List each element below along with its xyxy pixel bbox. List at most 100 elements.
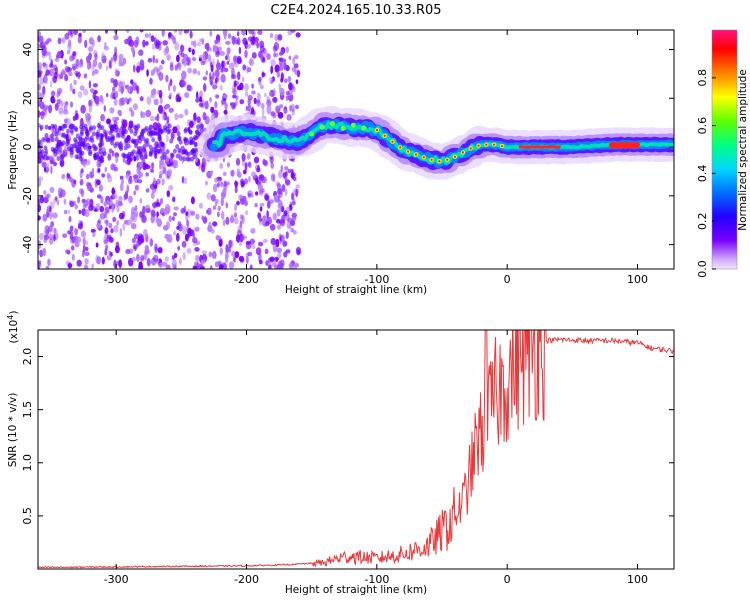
spectrogram-noise-speck: [269, 256, 275, 262]
spectrogram-noise-speck: [62, 233, 68, 238]
spectrogram-noise-speck: [170, 34, 175, 40]
spectrogram-noise-speck: [66, 173, 71, 179]
spectrogram-noise-speck: [73, 126, 78, 131]
spectrogram-noise-speck: [97, 35, 101, 43]
spectrogram-noise-speck: [284, 188, 288, 197]
spectrogram-noise-speck: [274, 33, 279, 42]
spectrogram-noise-speck: [151, 188, 157, 193]
spectrogram-noise-speck: [287, 76, 292, 83]
spectrogram-noise-speck: [113, 164, 117, 172]
spectrogram-noise-speck: [162, 225, 169, 231]
spectrogram-noise-speck: [270, 59, 276, 67]
spectrogram-noise-speck: [173, 212, 177, 217]
spectrogram-noise-speck: [216, 76, 220, 82]
spectrogram-noise-speck: [112, 123, 117, 129]
spectrogram-noise-speck: [213, 177, 219, 183]
top-x-axis-label: Height of straight line (km): [285, 284, 427, 296]
spectrogram-hotspot: [319, 124, 325, 130]
spectrogram-noise-speck: [81, 125, 86, 131]
spectrogram-noise-speck: [257, 212, 262, 220]
spectrogram-noise-speck: [60, 132, 65, 138]
spectrogram-noise-speck: [48, 104, 53, 114]
spectrogram-noise-speck: [69, 101, 74, 108]
spectrogram-noise-speck: [249, 239, 254, 246]
spectrogram-noise-speck: [220, 197, 224, 207]
spectrogram-noise-speck: [40, 110, 45, 120]
spectrogram-noise-speck: [192, 56, 196, 62]
spectrogram-noise-speck: [241, 30, 247, 36]
snr-panel: -300 -200 -100 0 100 0.5 1.0 1.5 2.0 Height of …: [6, 311, 675, 596]
spectrogram-noise-speck: [285, 179, 291, 186]
spectrogram-noise-speck: [211, 81, 217, 90]
spectrogram-noise-speck: [179, 257, 182, 266]
spectrogram-noise-speck: [58, 125, 62, 131]
spectrogram-noise-speck: [128, 195, 133, 204]
y-multiplier-text: (x10: [8, 320, 20, 344]
spectrogram-noise-speck: [250, 106, 255, 115]
spectrogram-noise-speck: [223, 109, 228, 115]
spectrogram-noise-speck: [294, 54, 299, 60]
spectrogram-noise-speck: [166, 129, 171, 135]
spectrogram-noise-speck: [295, 32, 301, 38]
spectrogram-noise-speck: [185, 156, 190, 162]
spectrogram-noise-speck: [167, 233, 173, 243]
spectrogram-noise-speck: [38, 260, 42, 265]
spectrogram-noise-speck: [54, 136, 59, 142]
spectrogram-noise-speck: [158, 262, 163, 268]
spectrogram-noise-speck: [163, 48, 168, 56]
spectrogram-noise-speck: [189, 30, 193, 38]
spectrogram-noise-speck: [201, 215, 205, 221]
spectrogram-noise-speck: [43, 75, 48, 84]
spectrogram-noise-speck: [210, 194, 216, 202]
spectrogram-hotspot: [500, 145, 504, 148]
spectrogram-noise-speck: [56, 91, 59, 99]
spectrogram-noise-speck: [251, 90, 256, 95]
spectrogram-noise-speck: [50, 146, 55, 152]
spectrogram-noise-speck: [251, 243, 256, 250]
spectrogram-noise-speck: [254, 38, 259, 46]
spectrogram-noise-speck: [144, 245, 149, 252]
spectrogram-noise-speck: [122, 153, 127, 159]
spectrogram-noise-speck: [67, 30, 73, 36]
spectrogram-noise-speck: [136, 123, 141, 129]
spectrogram-noise-speck: [250, 171, 257, 178]
spectrogram-noise-speck: [161, 261, 168, 267]
spectrogram-noise-speck: [140, 256, 145, 263]
spectrogram-noise-speck: [91, 167, 95, 175]
spectrogram-noise-speck: [99, 205, 105, 213]
spectrogram-noise-speck: [103, 131, 108, 137]
spectrogram-noise-speck: [176, 131, 181, 137]
spectrogram-noise-speck: [60, 154, 64, 160]
spectrogram-noise-speck: [143, 163, 148, 168]
y-multiplier-close: ): [8, 311, 20, 315]
spectrogram-noise-speck: [112, 194, 118, 200]
spectrogram-noise-speck: [111, 187, 115, 196]
spectrogram-noise-speck: [133, 64, 136, 73]
spectrogram-noise-speck: [267, 264, 272, 269]
spectrogram-noise-speck: [103, 45, 109, 51]
spectrogram-noise-speck: [94, 145, 99, 151]
spectrogram-noise-speck: [212, 250, 217, 260]
spectrogram-noise-speck: [131, 256, 136, 262]
spectrogram-noise-speck: [173, 252, 178, 259]
spectrogram-noise-speck: [113, 78, 118, 88]
spectrogram-noise-speck: [84, 258, 89, 265]
spectrogram-noise-speck: [238, 255, 245, 262]
spectrogram-noise-speck: [200, 127, 204, 133]
spectrogram-noise-speck: [273, 52, 276, 58]
spectrogram-noise-speck: [87, 119, 92, 126]
chart-title: C2E4.2024.165.10.33.R05: [270, 3, 441, 18]
spectrogram-noise-speck: [244, 162, 248, 171]
spectrogram-noise-speck: [184, 127, 189, 133]
spectrogram-noise-speck: [266, 105, 272, 115]
spectrogram-noise-speck: [244, 83, 249, 92]
spectrogram-noise-speck: [194, 226, 200, 232]
spectrogram-noise-speck: [247, 67, 252, 73]
spectrogram-noise-speck: [208, 251, 213, 258]
spectrogram-noise-speck: [192, 135, 197, 141]
spectrogram-noise-speck: [79, 118, 83, 127]
spectrogram-noise-speck: [111, 135, 116, 141]
spectrogram-noise-speck: [290, 220, 296, 226]
spectrogram-noise-speck: [122, 57, 127, 65]
spectrogram-noise-speck: [132, 103, 138, 111]
